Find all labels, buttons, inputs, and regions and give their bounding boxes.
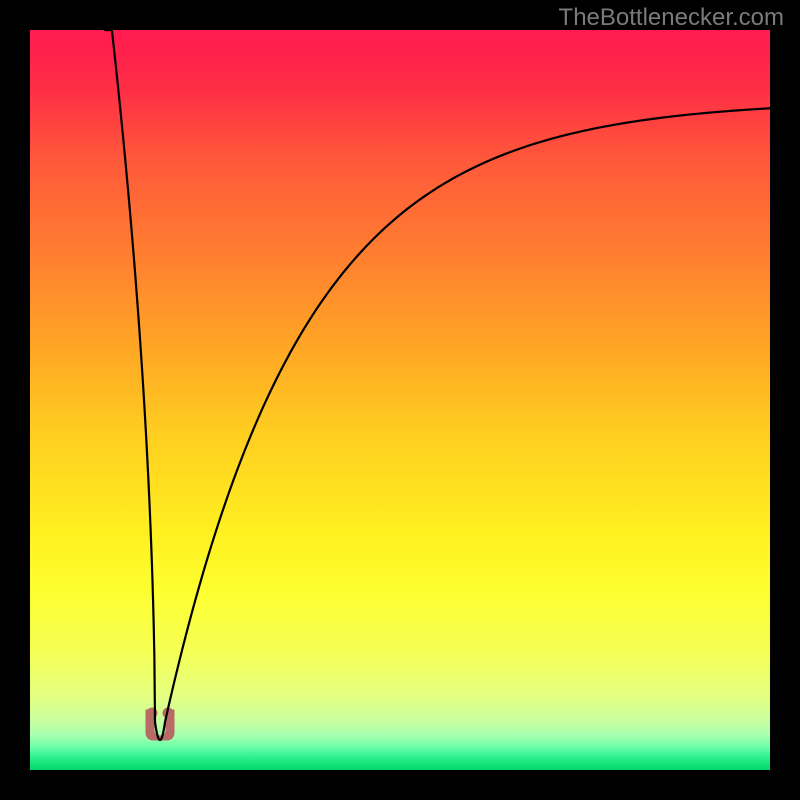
chart-svg — [0, 0, 800, 800]
plot-background — [30, 30, 770, 770]
watermark-text: TheBottlenecker.com — [559, 4, 784, 32]
chart-container: TheBottlenecker.com — [0, 0, 800, 800]
